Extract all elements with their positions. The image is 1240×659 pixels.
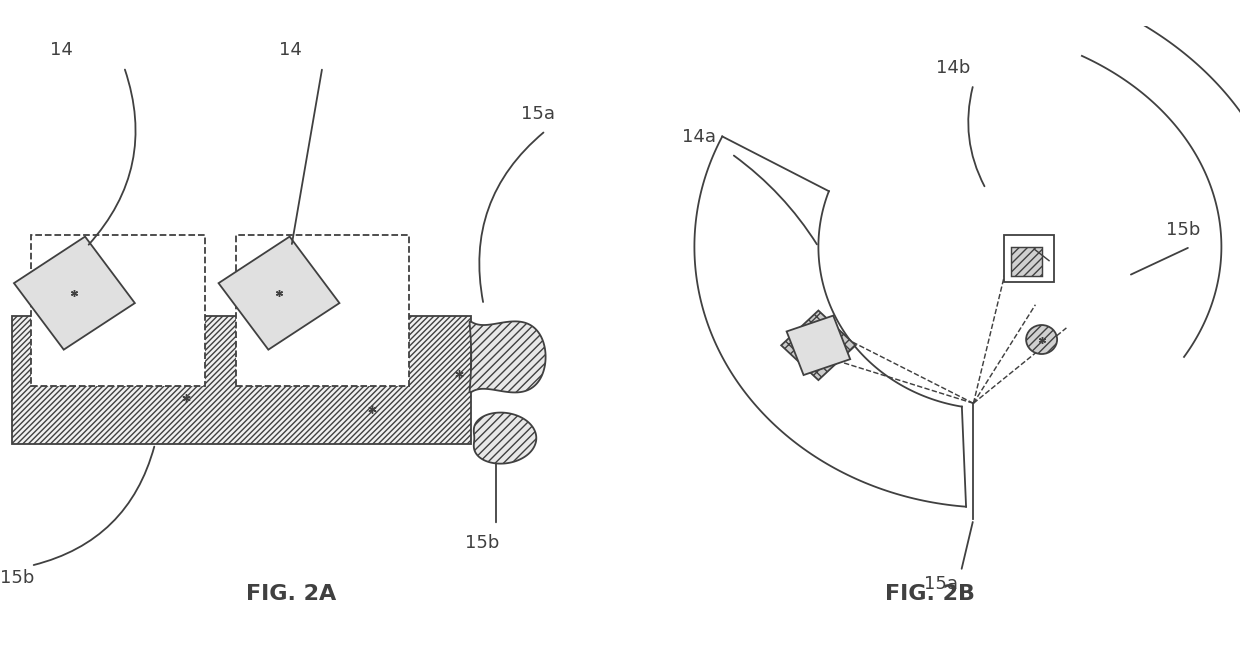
Text: 15b: 15b [0, 569, 35, 587]
Polygon shape [474, 413, 537, 464]
Text: 14: 14 [50, 42, 72, 59]
Polygon shape [470, 322, 546, 393]
Circle shape [1025, 325, 1056, 354]
Text: 14: 14 [279, 42, 301, 59]
Text: 15b: 15b [465, 534, 500, 552]
Bar [1011, 246, 1042, 275]
Bar [236, 235, 409, 386]
Polygon shape [14, 237, 135, 350]
Bar [31, 235, 205, 386]
Text: 15b: 15b [1166, 221, 1200, 239]
Text: 15a: 15a [521, 105, 554, 123]
Text: 15a: 15a [924, 575, 957, 593]
Text: FIG. 2B: FIG. 2B [885, 585, 975, 604]
Bar [1004, 235, 1054, 281]
Polygon shape [786, 316, 851, 375]
Text: 14a: 14a [682, 129, 715, 146]
Bar [12, 316, 471, 444]
Polygon shape [218, 237, 340, 350]
Text: 14b: 14b [936, 59, 971, 76]
Text: FIG. 2A: FIG. 2A [247, 585, 336, 604]
Polygon shape [781, 310, 856, 380]
